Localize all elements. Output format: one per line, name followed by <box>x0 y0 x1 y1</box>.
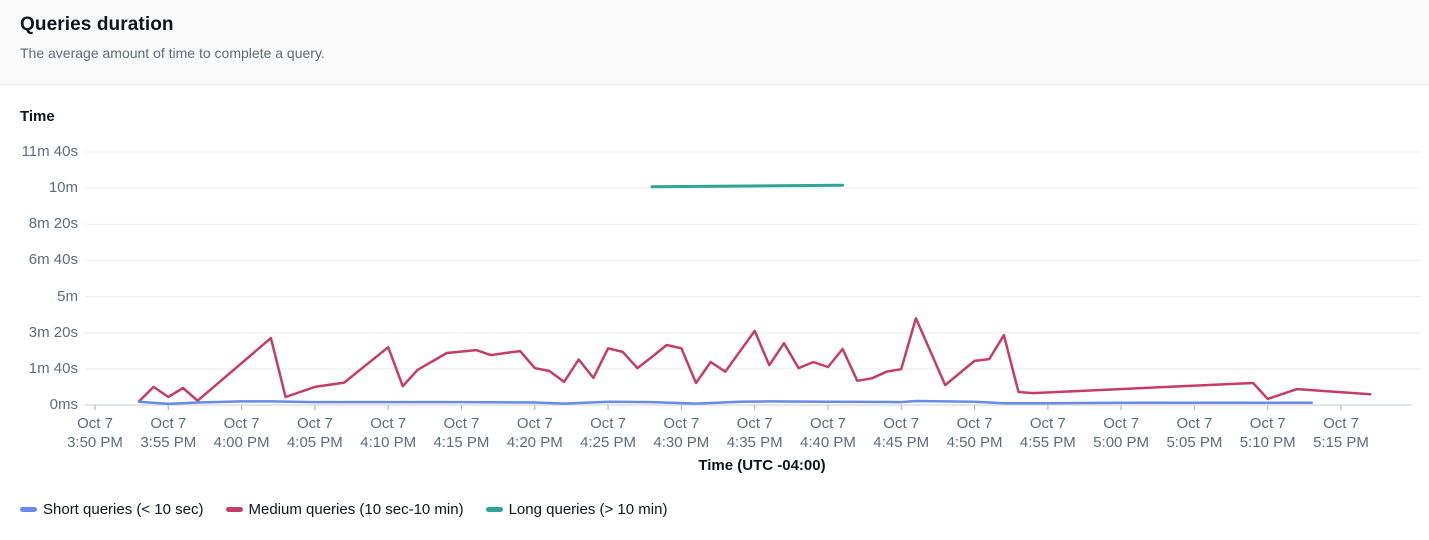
y-axis-label: 11m 40s <box>21 142 78 160</box>
x-axis-label-time: 4:30 PM <box>653 434 710 451</box>
x-axis-label-date: Oct 7 <box>663 415 700 432</box>
x-axis-label-date: Oct 7 <box>516 415 553 432</box>
y-axis-title: Time <box>20 108 55 125</box>
legend-marker <box>485 507 503 512</box>
x-axis-label: Oct 7 4:55 PM <box>1002 414 1094 452</box>
x-axis-label-date: Oct 7 <box>150 415 187 432</box>
chart-legend: Short queries (< 10 sec) Medium queries (… <box>20 501 667 518</box>
x-axis-label-date: Oct 7 <box>1323 415 1359 432</box>
x-axis-label-date: Oct 7 <box>883 415 920 432</box>
legend-label: Medium queries (10 sec-10 min) <box>248 501 464 518</box>
x-axis-label-time: 4:50 PM <box>946 434 1003 451</box>
x-axis-label-time: 4:35 PM <box>726 434 783 451</box>
x-axis-label-time: 5:10 PM <box>1239 434 1296 451</box>
x-axis-label: Oct 7 4:10 PM <box>342 414 434 452</box>
x-axis-label-date: Oct 7 <box>1029 415 1066 432</box>
legend-item-short-queries[interactable]: Short queries (< 10 sec) <box>20 501 204 518</box>
y-axis-label: 0ms <box>49 396 78 413</box>
x-axis-label: Oct 7 4:35 PM <box>709 414 801 452</box>
x-axis-label: Oct 7 4:00 PM <box>196 414 288 452</box>
x-axis-label: Oct 7 4:15 PM <box>415 414 507 452</box>
y-axis-label: 5m <box>57 287 78 305</box>
x-axis-label: Oct 7 4:30 PM <box>635 414 727 452</box>
x-axis-label: Oct 7 4:05 PM <box>269 414 361 452</box>
series-line-long-queries <box>650 183 845 189</box>
x-axis-label-time: 3:50 PM <box>67 434 123 451</box>
x-axis-label: Oct 7 4:25 PM <box>562 414 654 452</box>
legend-label: Short queries (< 10 sec) <box>43 501 204 518</box>
x-axis-label: Oct 7 5:00 PM <box>1075 414 1167 452</box>
x-axis-label-date: Oct 7 <box>590 415 626 432</box>
x-axis-label: Oct 7 5:10 PM <box>1222 414 1314 452</box>
x-axis-label-date: Oct 7 <box>1176 415 1213 432</box>
x-axis-label-date: Oct 7 <box>1249 415 1286 432</box>
chart-title: Queries duration <box>20 14 174 35</box>
x-axis-label-time: 4:05 PM <box>286 434 343 451</box>
x-axis-label-date: Oct 7 <box>736 415 773 432</box>
legend-item-long-queries[interactable]: Long queries (> 10 min) <box>485 501 668 518</box>
x-axis-label-date: Oct 7 <box>810 415 846 432</box>
chart-subtitle: The average amount of time to complete a… <box>20 45 325 61</box>
x-axis-label-time: 4:45 PM <box>873 434 930 451</box>
y-axis-label: 8m 20s <box>28 215 78 233</box>
x-axis-label: Oct 7 5:15 PM <box>1295 414 1387 452</box>
legend-marker <box>225 507 243 512</box>
x-axis-label-time: 5:05 PM <box>1166 434 1223 451</box>
x-axis-label: Oct 7 5:05 PM <box>1148 414 1240 452</box>
legend-label: Long queries (> 10 min) <box>508 501 668 518</box>
x-axis-label: Oct 7 4:50 PM <box>929 414 1021 452</box>
x-axis-label-time: 4:00 PM <box>213 434 270 451</box>
y-axis-label: 3m 20s <box>28 323 78 341</box>
x-axis-title: Time (UTC -04:00) <box>698 457 826 474</box>
x-axis-label-time: 3:55 PM <box>140 434 197 451</box>
x-axis-label-date: Oct 7 <box>956 415 993 432</box>
x-axis-label-time: 4:20 PM <box>506 434 563 451</box>
x-axis-label-date: Oct 7 <box>443 415 480 432</box>
x-axis-label-time: 4:10 PM <box>360 434 417 451</box>
x-axis-label-time: 5:15 PM <box>1313 434 1369 451</box>
y-axis-label: 1m 40s <box>28 359 78 377</box>
y-axis-label: 10m <box>48 179 78 197</box>
x-axis-label-date: Oct 7 <box>296 415 333 432</box>
x-axis-label: Oct 7 4:45 PM <box>855 414 947 452</box>
panel-header: Queries duration The average amount of t… <box>0 0 1429 85</box>
legend-marker <box>20 507 37 512</box>
series-line-short-queries <box>137 399 1313 406</box>
x-axis-label: Oct 7 4:20 PM <box>489 414 581 452</box>
legend-item-medium-queries[interactable]: Medium queries (10 sec-10 min) <box>225 501 464 518</box>
x-axis-label: Oct 7 3:55 PM <box>122 414 214 452</box>
x-axis-label-time: 4:40 PM <box>800 434 856 451</box>
y-axis-label: 6m 40s <box>28 251 78 269</box>
x-axis-label-time: 5:00 PM <box>1093 434 1150 451</box>
x-axis-label: Oct 7 4:40 PM <box>782 414 874 452</box>
x-axis-label-time: 4:25 PM <box>580 434 636 451</box>
x-axis-label: Oct 7 3:50 PM <box>49 414 141 452</box>
x-axis-label-date: Oct 7 <box>1103 415 1140 432</box>
x-axis-label-time: 4:15 PM <box>433 434 490 451</box>
x-axis-label-time: 4:55 PM <box>1019 434 1076 451</box>
series-line-medium-queries <box>137 317 1372 403</box>
x-axis-label-date: Oct 7 <box>223 415 260 432</box>
x-axis-label-date: Oct 7 <box>77 415 113 432</box>
x-axis-label-date: Oct 7 <box>370 415 407 432</box>
